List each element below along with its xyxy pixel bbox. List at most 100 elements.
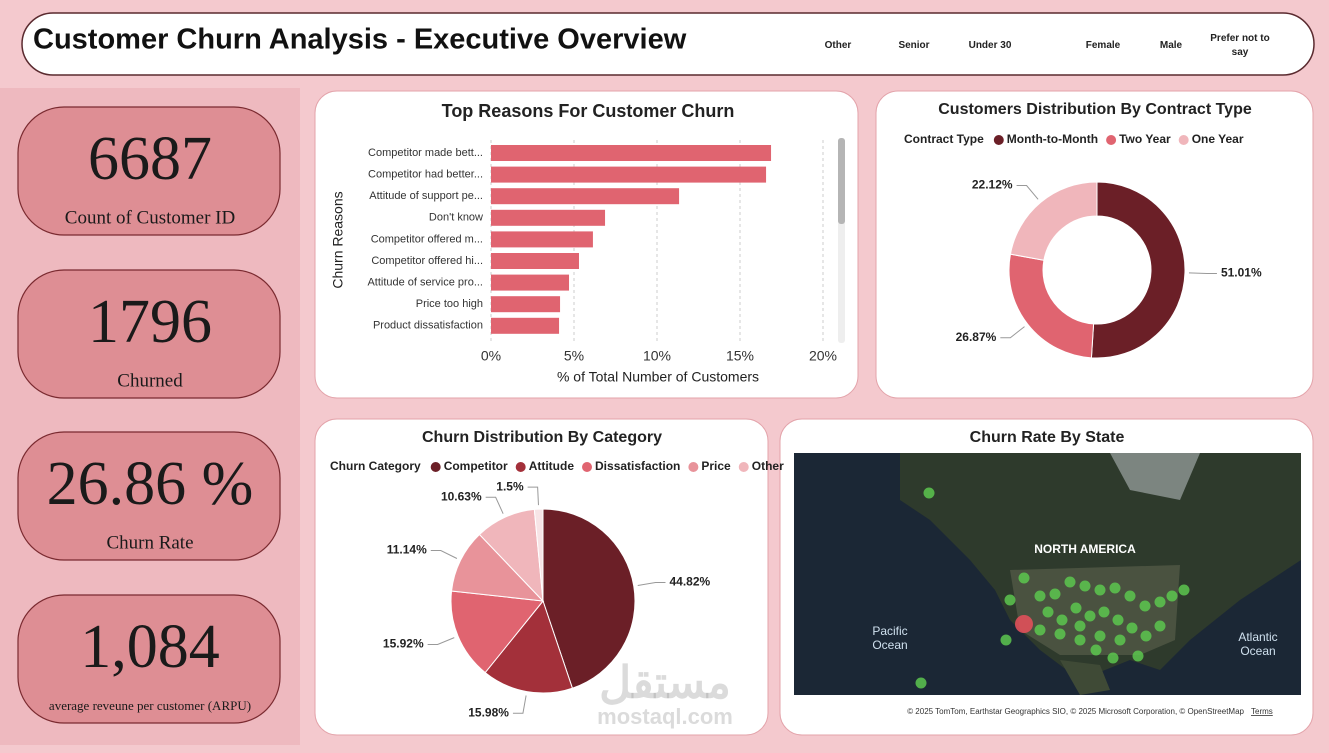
kpi-label: average reveune per customer (ARPU) [49,698,251,713]
map-dot [1094,630,1106,642]
header-bar [21,12,1315,76]
map-provider: Microsoft Bing [812,702,863,711]
chart-title: Customers Distribution By Contract Type [938,101,1252,118]
kpi-card [17,594,281,724]
slicer-item[interactable]: Senior [898,40,930,51]
map-dot [1114,634,1126,646]
data-label: 15.92% [383,637,424,651]
kpi-label: Count of Customer ID [65,207,235,228]
leader-line [1000,326,1025,339]
map-terms[interactable]: Terms [1251,707,1273,716]
map-dot [1140,630,1152,642]
map-dot [1126,622,1138,634]
map-label: Atlantic Ocean [1238,630,1278,658]
leader-line [637,582,666,586]
leader-line [1188,272,1217,274]
watermark: mostaql.com [597,704,733,729]
leader-line [427,637,455,646]
legend-swatch [430,462,441,472]
map-dot [1015,615,1033,633]
map-dot [1054,628,1066,640]
y-tick-label: Competitor offered hi... [371,255,483,267]
kpi-value: 26.86 % [47,450,254,518]
y-tick-label: Price too high [416,298,483,310]
map-dot [1098,606,1110,618]
leader-line [512,695,527,714]
legend-swatch [993,135,1004,145]
map-dot [1070,602,1082,614]
map-dot [1124,590,1136,602]
kpi-value: 6687 [88,125,212,193]
slicer-item[interactable]: Other [824,40,852,51]
data-label: 10.63% [441,489,482,503]
map-dot [923,487,935,499]
data-label: 15.98% [468,705,509,719]
slicer-item-box: Under 30 [968,40,1012,51]
map-dot [1074,634,1086,646]
map [794,453,1301,695]
map-dot [1018,572,1030,584]
slicer-item-box: Senior [898,40,930,51]
map-dot [1107,652,1119,664]
slicer-item[interactable]: Prefer not to say [1210,33,1270,58]
map-dot [1004,594,1016,606]
map-dot [1090,644,1102,656]
legend-label: Attitude [529,459,575,473]
map-title: Churn Rate By State [970,429,1125,446]
map-land [1010,565,1180,655]
leader-line [527,486,539,506]
watermark: مستقل [599,659,731,708]
slice [450,590,544,674]
slice [1090,181,1186,359]
slicer-item[interactable]: Female [1085,40,1121,51]
map-dot [1178,584,1190,596]
slicer-item-box: Female [1085,40,1121,51]
map-label: NORTH AMERICA [1034,542,1136,556]
map-land [1060,660,1110,695]
x-tick-label: 10% [643,348,671,364]
map-dot [1109,582,1121,594]
legend-title: Churn Category [330,459,421,473]
x-tick-label: 5% [564,348,584,364]
map-dot [1112,614,1124,626]
legend-label: Dissatisfaction [595,459,680,473]
kpi-label: Churn Rate [106,532,193,553]
y-tick-label: Competitor had better... [368,169,483,181]
slicer-item-box: Other [824,40,852,51]
bar [491,145,772,161]
x-axis-label: % of Total Number of Customers [557,369,759,385]
kpi-card [17,431,281,561]
legend-label: Competitor [444,459,508,473]
legend-label: Month-to-Month [1007,132,1098,146]
legend-swatch [688,462,699,472]
slice [542,508,636,689]
map-dot [1034,624,1046,636]
map-label-box: Atlantic Ocean [1238,630,1278,658]
legend-title: Contract Type [904,132,984,146]
map-dot [1074,620,1086,632]
slicer-item-box: Prefer not to say [1210,33,1270,58]
legend-swatch [738,462,749,472]
bar [491,188,680,205]
chart-title: Churn Distribution By Category [422,429,662,446]
y-axis-label: Churn Reasons [330,191,346,288]
slicer-item[interactable]: Under 30 [968,40,1012,51]
card [875,90,1314,399]
data-label: 51.01% [1221,266,1262,280]
map-label-box: Pacific Ocean [872,624,907,652]
header-title: Customer Churn Analysis - Executive Over… [33,24,687,56]
slicer-item-box: Male [1159,40,1183,51]
legend-swatch [515,462,526,472]
leader-line [485,496,504,514]
x-tick-label: 0% [481,348,501,364]
map-dot [1139,600,1151,612]
slice [1009,181,1098,261]
map-dot [1049,588,1061,600]
slicer-item[interactable]: Male [1159,40,1183,51]
map-dot [1064,576,1076,588]
scrollbar-thumb[interactable] [838,138,845,224]
y-tick-label: Competitor offered m... [371,233,483,245]
data-label: 26.87% [956,330,997,344]
map-land [900,453,1301,680]
